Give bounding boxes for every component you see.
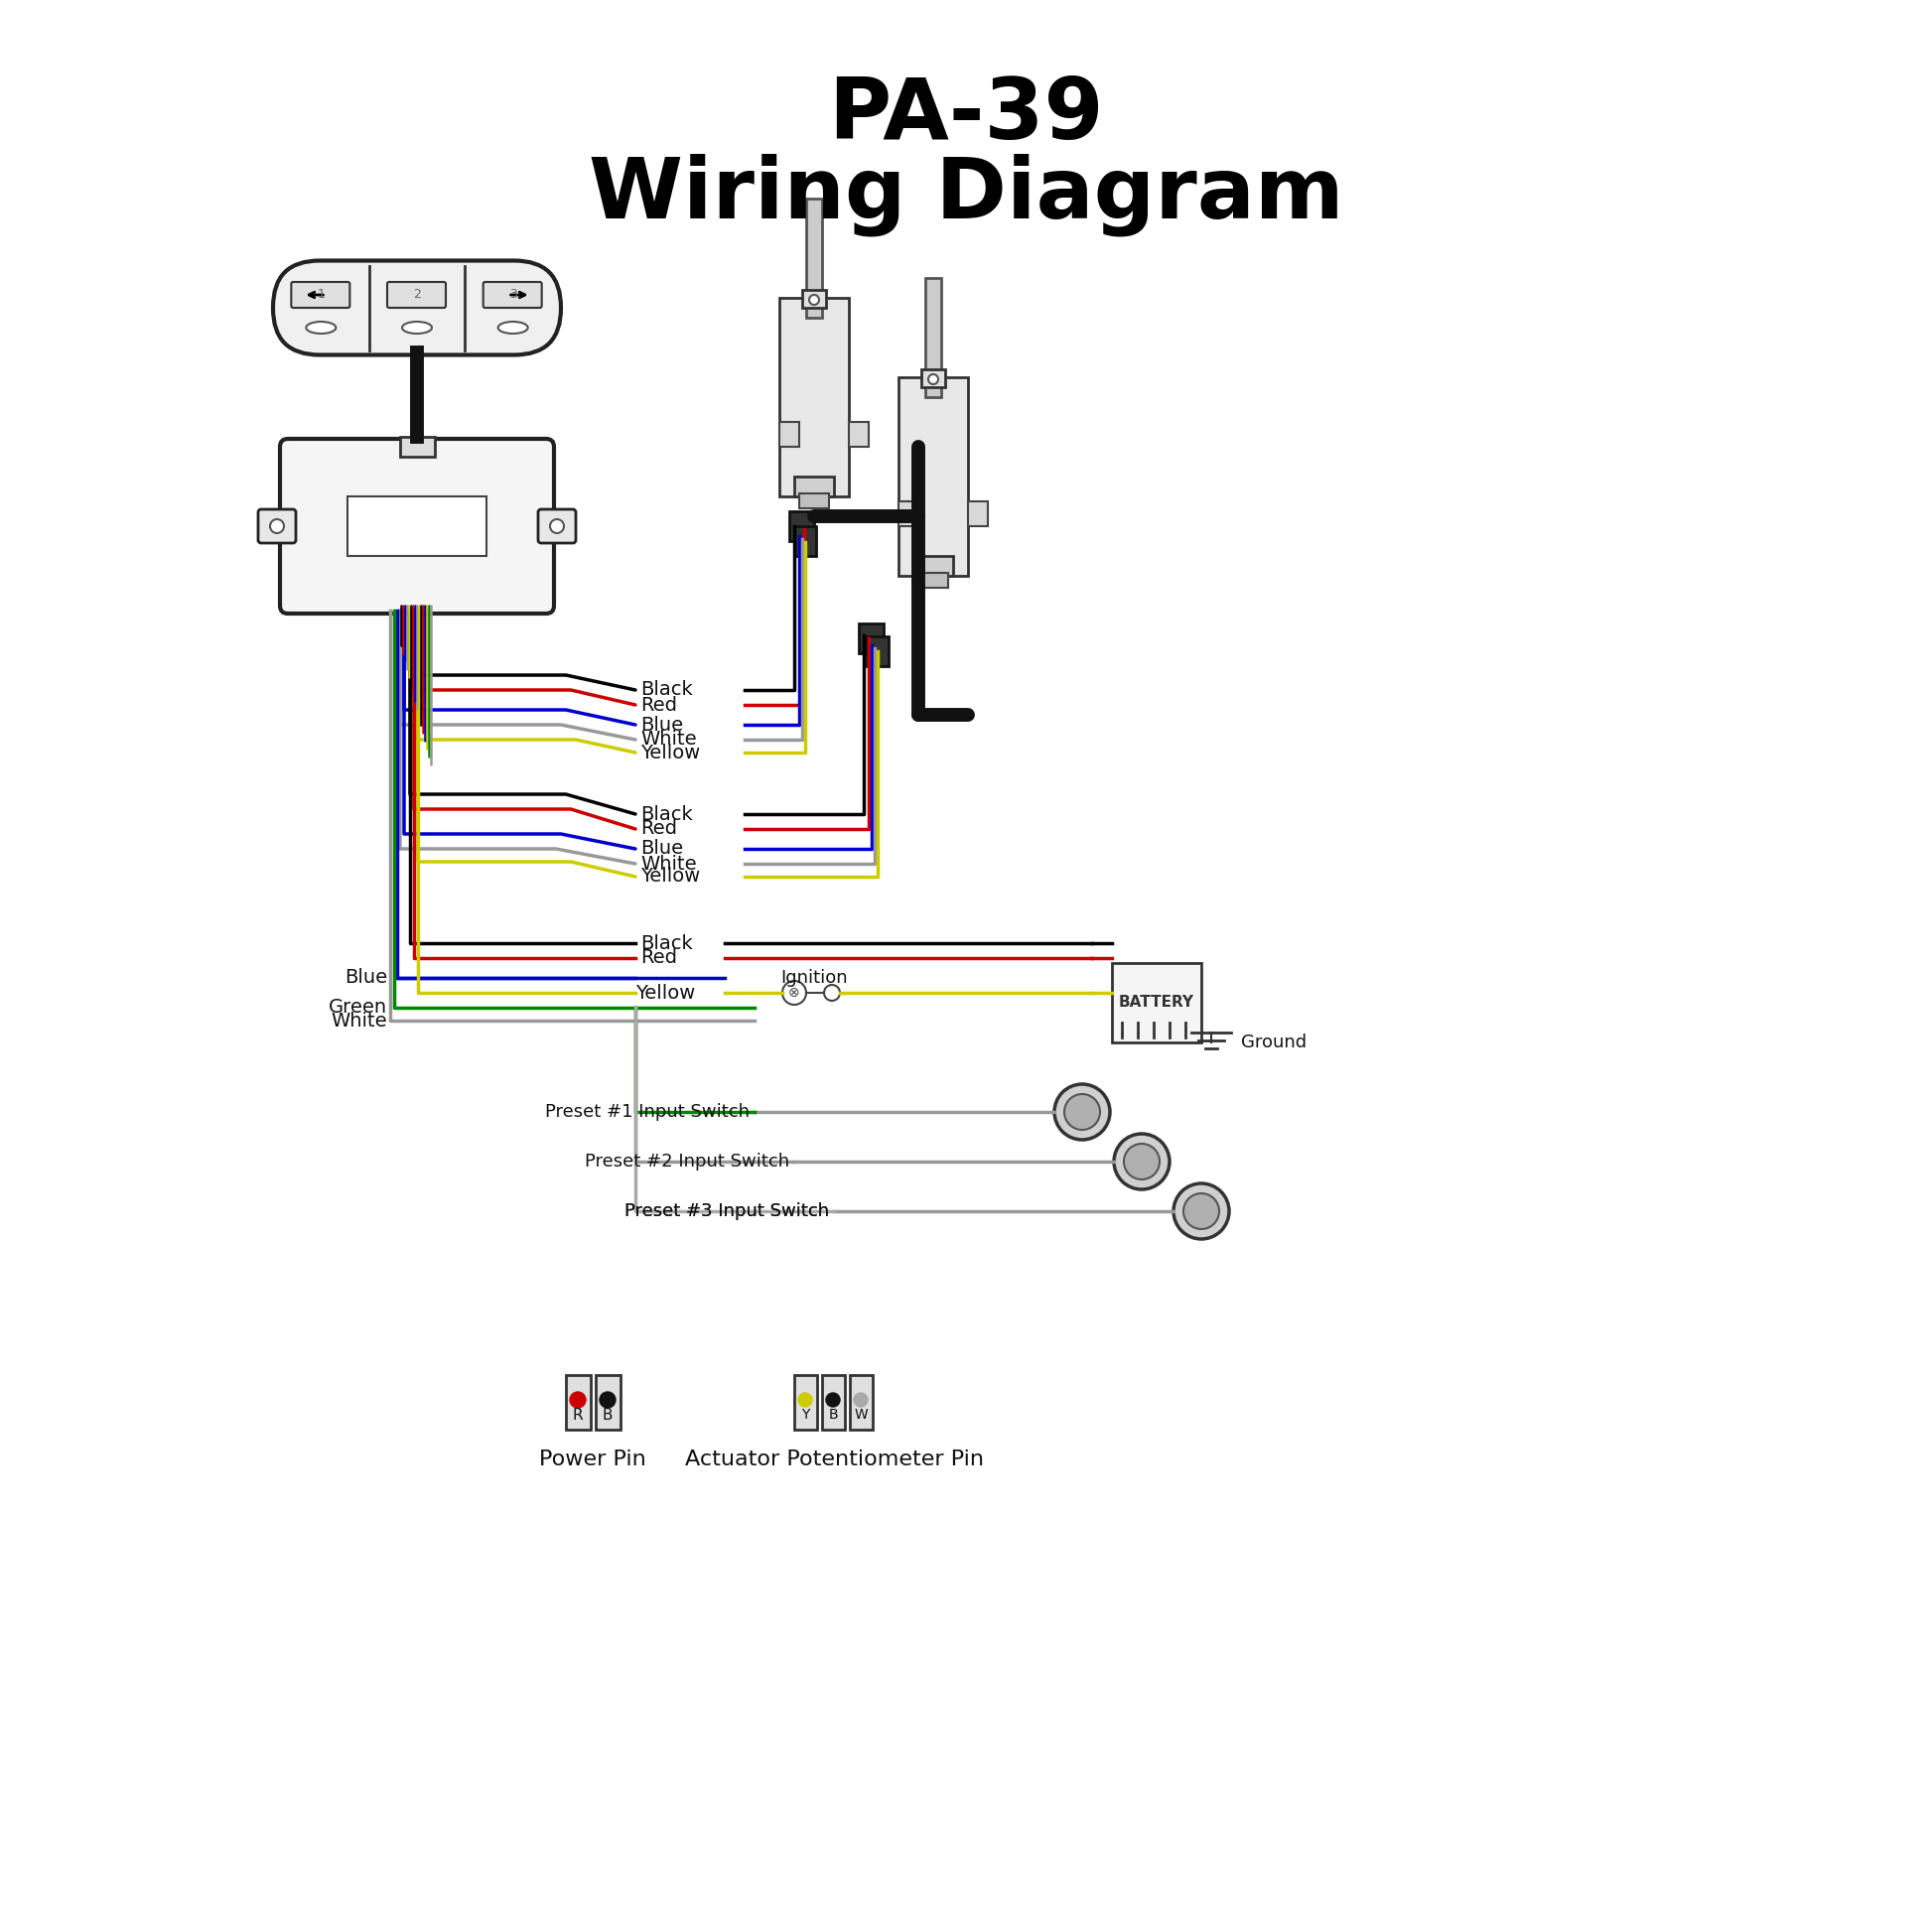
Bar xyxy=(794,526,815,556)
Circle shape xyxy=(1065,1094,1099,1130)
Text: Blue: Blue xyxy=(639,838,684,858)
FancyBboxPatch shape xyxy=(483,282,541,307)
Text: Blue: Blue xyxy=(344,968,386,987)
Ellipse shape xyxy=(305,321,336,334)
Text: White: White xyxy=(330,1010,386,1030)
FancyBboxPatch shape xyxy=(292,282,350,307)
Text: Black: Black xyxy=(639,804,694,823)
FancyBboxPatch shape xyxy=(779,298,848,497)
Bar xyxy=(922,369,945,386)
Ellipse shape xyxy=(825,985,840,1001)
Text: White: White xyxy=(639,730,697,750)
Bar xyxy=(914,556,952,576)
Text: Red: Red xyxy=(639,819,676,838)
Text: Red: Red xyxy=(639,696,676,715)
Bar xyxy=(779,421,800,446)
Text: Yellow: Yellow xyxy=(639,744,699,761)
Bar xyxy=(918,574,949,587)
Bar xyxy=(860,624,883,653)
Bar xyxy=(595,1376,620,1430)
Bar xyxy=(794,477,835,497)
Text: Actuator Potentiometer Pin: Actuator Potentiometer Pin xyxy=(684,1449,983,1470)
Text: Preset #2 Input Switch: Preset #2 Input Switch xyxy=(585,1153,790,1171)
Text: Black: Black xyxy=(639,933,694,952)
FancyBboxPatch shape xyxy=(1113,962,1202,1043)
Circle shape xyxy=(782,981,806,1005)
Circle shape xyxy=(1124,1144,1159,1179)
Text: PA-39: PA-39 xyxy=(829,75,1103,156)
Circle shape xyxy=(854,1393,867,1406)
Text: Black: Black xyxy=(639,680,694,699)
Text: B: B xyxy=(829,1408,838,1422)
Bar xyxy=(867,636,889,667)
Bar xyxy=(800,493,829,508)
Text: Blue: Blue xyxy=(639,715,684,734)
Bar xyxy=(925,278,941,398)
Bar xyxy=(968,502,987,526)
Bar xyxy=(898,502,918,526)
Text: B: B xyxy=(603,1406,612,1422)
Bar xyxy=(566,1376,591,1430)
Text: Red: Red xyxy=(639,949,676,968)
Circle shape xyxy=(551,520,564,533)
Bar xyxy=(790,512,813,541)
FancyBboxPatch shape xyxy=(272,261,560,355)
Bar xyxy=(348,497,487,556)
FancyBboxPatch shape xyxy=(280,439,554,614)
Text: 1: 1 xyxy=(317,288,325,301)
Text: Yellow: Yellow xyxy=(639,867,699,887)
FancyBboxPatch shape xyxy=(400,437,435,456)
Text: Preset #3 Input Switch: Preset #3 Input Switch xyxy=(624,1202,829,1221)
FancyBboxPatch shape xyxy=(539,510,576,543)
Circle shape xyxy=(810,296,819,305)
Bar xyxy=(794,1376,817,1430)
Circle shape xyxy=(1055,1084,1111,1140)
Text: W: W xyxy=(854,1408,867,1422)
Text: White: White xyxy=(639,854,697,873)
Text: Ignition: Ignition xyxy=(781,970,848,987)
Bar xyxy=(850,1376,873,1430)
Text: 2: 2 xyxy=(413,288,421,301)
Ellipse shape xyxy=(402,321,433,334)
Text: Preset #3 Input Switch: Preset #3 Input Switch xyxy=(624,1202,829,1221)
Circle shape xyxy=(599,1391,616,1408)
Circle shape xyxy=(1115,1134,1169,1190)
Text: Preset #1 Input Switch: Preset #1 Input Switch xyxy=(545,1103,750,1121)
Circle shape xyxy=(270,520,284,533)
Text: Yellow: Yellow xyxy=(636,983,696,1003)
Text: Wiring Diagram: Wiring Diagram xyxy=(589,155,1343,238)
Circle shape xyxy=(798,1393,811,1406)
Circle shape xyxy=(927,375,939,384)
FancyBboxPatch shape xyxy=(898,377,968,576)
Text: Y: Y xyxy=(802,1408,810,1422)
Bar xyxy=(806,199,821,317)
Text: Green: Green xyxy=(328,999,386,1016)
Circle shape xyxy=(570,1391,585,1408)
Bar xyxy=(802,290,827,307)
Text: R: R xyxy=(572,1406,583,1422)
FancyBboxPatch shape xyxy=(386,282,446,307)
Text: ⊗: ⊗ xyxy=(788,985,800,999)
Circle shape xyxy=(1173,1184,1229,1238)
Bar xyxy=(848,421,869,446)
Bar xyxy=(821,1376,844,1430)
Text: 3: 3 xyxy=(508,288,518,301)
Text: BATTERY: BATTERY xyxy=(1119,995,1194,1010)
Ellipse shape xyxy=(498,321,527,334)
Circle shape xyxy=(1184,1194,1219,1229)
FancyBboxPatch shape xyxy=(259,510,296,543)
Circle shape xyxy=(827,1393,840,1406)
Text: Power Pin: Power Pin xyxy=(539,1449,645,1470)
Text: Ground: Ground xyxy=(1240,1034,1306,1051)
